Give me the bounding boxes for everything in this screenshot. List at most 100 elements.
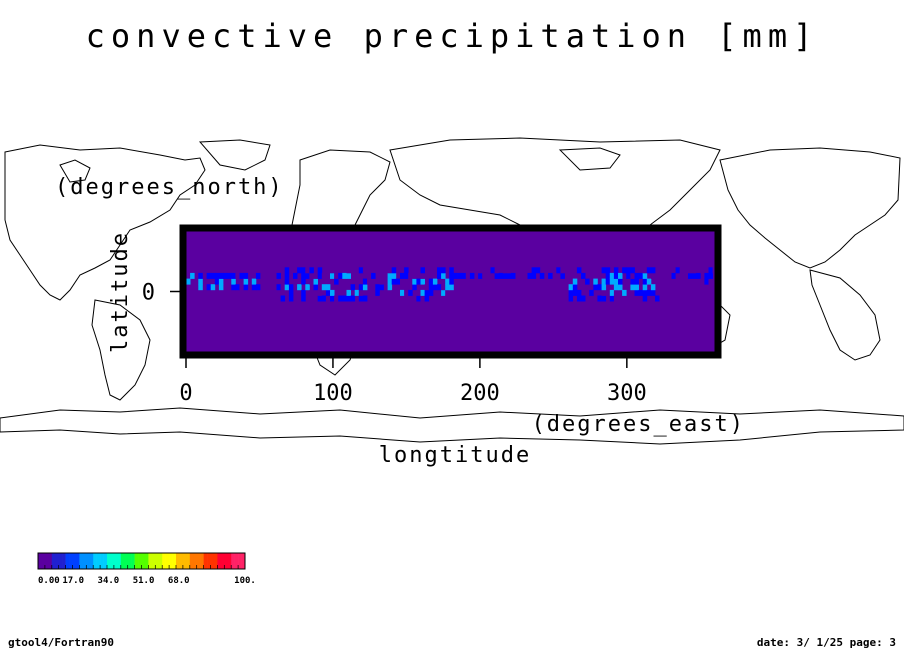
heatmap-cell xyxy=(692,272,697,279)
heatmap-cell xyxy=(218,278,224,285)
heatmap-cell xyxy=(589,289,594,296)
heatmap-cell xyxy=(210,284,216,291)
heatmap-cell xyxy=(700,278,705,285)
colorbar-segment xyxy=(196,553,201,569)
heatmap-cell xyxy=(317,295,323,302)
heatmap-cell xyxy=(243,284,249,291)
heatmap-cell xyxy=(494,267,500,274)
heatmap-cell xyxy=(420,278,425,285)
colorbar-segment xyxy=(44,553,49,569)
heatmap-cell xyxy=(671,272,676,279)
colorbar-segment xyxy=(231,553,235,569)
heatmap-cell xyxy=(568,295,574,302)
heatmap-cell xyxy=(251,284,257,291)
colorbar-segment xyxy=(107,553,111,569)
x-tick-label: 300 xyxy=(607,381,647,406)
heatmap-cell xyxy=(391,272,397,279)
heatmap-cell xyxy=(288,289,294,296)
heatmap-cell xyxy=(190,272,195,279)
heatmap-cell xyxy=(280,295,286,302)
colorbar-tick-label: 17.0 xyxy=(62,576,84,586)
heatmap-cell xyxy=(243,272,249,279)
colorbar-segment xyxy=(148,553,153,569)
heatmap-cell xyxy=(437,284,442,291)
heatmap-cell xyxy=(609,278,615,285)
colorbar-segment xyxy=(124,553,128,569)
heatmap-cell xyxy=(646,278,652,285)
colorbar-segment xyxy=(65,553,70,569)
heatmap-cell xyxy=(301,278,306,285)
heatmap-cell xyxy=(576,295,582,302)
heatmap-cell xyxy=(293,278,298,285)
heatmap-cell xyxy=(338,295,343,302)
colorbar-tick-label: 0.00 xyxy=(38,576,60,586)
colorbar-segment xyxy=(138,553,142,569)
heatmap-cell xyxy=(243,278,249,285)
heatmap-cell xyxy=(379,295,384,302)
heatmap-cell xyxy=(618,278,623,285)
heatmap-cell xyxy=(597,284,602,291)
heatmap-cell xyxy=(613,278,619,285)
heatmap-cell xyxy=(663,278,668,285)
heatmap-cell xyxy=(568,284,574,291)
heatmap-cell xyxy=(342,295,347,302)
heatmap-cell xyxy=(634,289,639,296)
colorbar-segment xyxy=(79,553,84,569)
colorbar-segment xyxy=(227,553,232,569)
heatmap-cell xyxy=(293,272,298,279)
heatmap-cell xyxy=(585,278,590,285)
heatmap-cell xyxy=(441,272,446,279)
heatmap-cell xyxy=(239,272,244,279)
heatmap-cell xyxy=(642,289,648,296)
heatmap-cell xyxy=(568,289,574,296)
heatmap-cell xyxy=(235,284,240,291)
colorbar-segment xyxy=(58,553,63,569)
colorbar-segment xyxy=(69,553,73,569)
heatmap-cell xyxy=(449,267,454,274)
x-tick-label: 100 xyxy=(313,381,353,406)
heatmap-cell xyxy=(309,272,314,279)
heatmap-cell xyxy=(692,278,697,285)
heatmap-cell xyxy=(597,267,602,274)
heatmap-cell xyxy=(622,267,627,274)
colorbar xyxy=(37,552,246,570)
heatmap-cell xyxy=(321,295,327,302)
heatmap-cell xyxy=(601,267,607,274)
heatmap-background xyxy=(186,231,715,352)
heatmap-cell xyxy=(387,284,393,291)
heatmap-cell xyxy=(650,284,656,291)
heatmap-cell xyxy=(597,295,602,302)
heatmap-cell xyxy=(461,272,467,279)
heatmap-cell xyxy=(642,267,648,274)
heatmap-cell xyxy=(613,272,619,279)
colorbar-segment xyxy=(162,553,166,569)
heatmap-cell xyxy=(445,278,450,285)
heatmap-cell xyxy=(560,267,565,274)
heatmap-cell xyxy=(605,278,611,285)
heatmap-cell xyxy=(502,272,508,279)
heatmap-cell xyxy=(330,267,335,274)
heatmap-cell xyxy=(642,272,648,279)
heatmap-cell xyxy=(655,295,660,302)
heatmap-cell xyxy=(276,284,281,291)
heatmap-cell xyxy=(297,284,302,291)
heatmap-cell xyxy=(358,272,364,279)
colorbar-segment xyxy=(224,553,229,569)
heatmap-cell xyxy=(206,284,212,291)
heatmap-cell xyxy=(367,278,372,285)
heatmap-cell xyxy=(441,284,446,291)
heatmap-cell xyxy=(354,289,360,296)
heatmap-cell xyxy=(634,278,639,285)
heatmap-cell xyxy=(511,272,516,279)
heatmap-cell xyxy=(601,289,607,296)
heatmap-cell xyxy=(626,278,631,285)
heatmap-cell xyxy=(420,295,425,302)
heatmap-cell xyxy=(613,289,619,296)
heatmap-cell xyxy=(704,278,709,285)
heatmap-cell xyxy=(231,278,236,285)
heatmap-cell xyxy=(330,272,335,279)
heatmap-cell xyxy=(371,272,376,279)
heatmap-cell xyxy=(288,284,294,291)
colorbar-tick-label: 51.0 xyxy=(133,576,155,586)
heatmap-cell xyxy=(305,284,310,291)
